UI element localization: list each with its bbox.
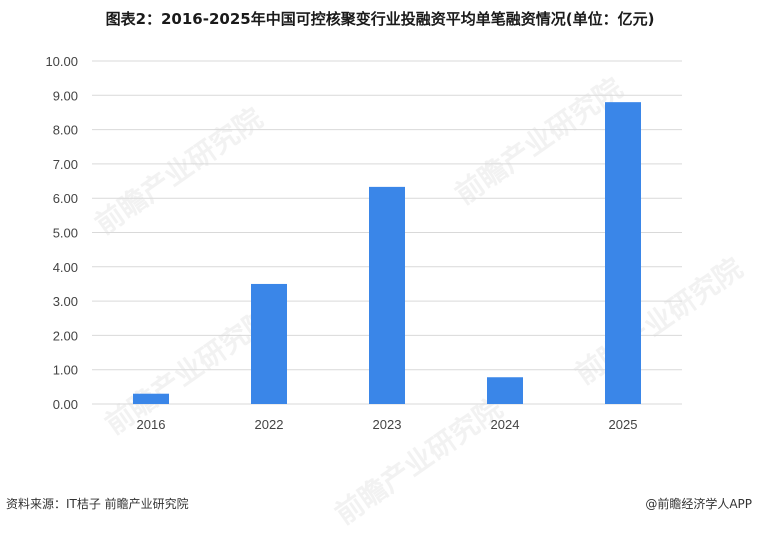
credit-note: @前瞻经济学人APP (645, 497, 752, 511)
x-tick-label: 2025 (609, 417, 638, 432)
y-tick-label: 6.00 (53, 191, 78, 206)
y-tick-label: 5.00 (53, 226, 78, 241)
y-tick-label: 1.00 (53, 363, 78, 378)
bar (133, 393, 169, 404)
bar (605, 102, 641, 404)
y-tick-label: 8.00 (53, 123, 78, 138)
x-tick-label: 2016 (137, 417, 166, 432)
x-tick-label: 2023 (373, 417, 402, 432)
bar (369, 186, 405, 404)
bar (251, 283, 287, 404)
bar-chart: 0.00 1.00 2.00 3.00 4.00 5.00 6.00 7.00 8.00 9.00… (45, 54, 682, 432)
y-tick-label: 2.00 (53, 328, 78, 343)
y-tick-label: 7.00 (53, 157, 78, 172)
chart-title: 图表2：2016-2025年中国可控核聚变行业投融资平均单笔融资情况(单位：亿元… (105, 10, 655, 28)
y-tick-label: 0.00 (53, 397, 78, 412)
source-note: 资料来源：IT桔子 前瞻产业研究院 (6, 497, 189, 511)
y-tick-label: 10.00 (45, 54, 78, 69)
y-tick-label: 3.00 (53, 294, 78, 309)
bar (487, 377, 523, 404)
y-tick-label: 9.00 (53, 88, 78, 103)
x-tick-label: 2022 (255, 417, 284, 432)
y-tick-label: 4.00 (53, 260, 78, 275)
x-tick-label: 2024 (491, 417, 520, 432)
